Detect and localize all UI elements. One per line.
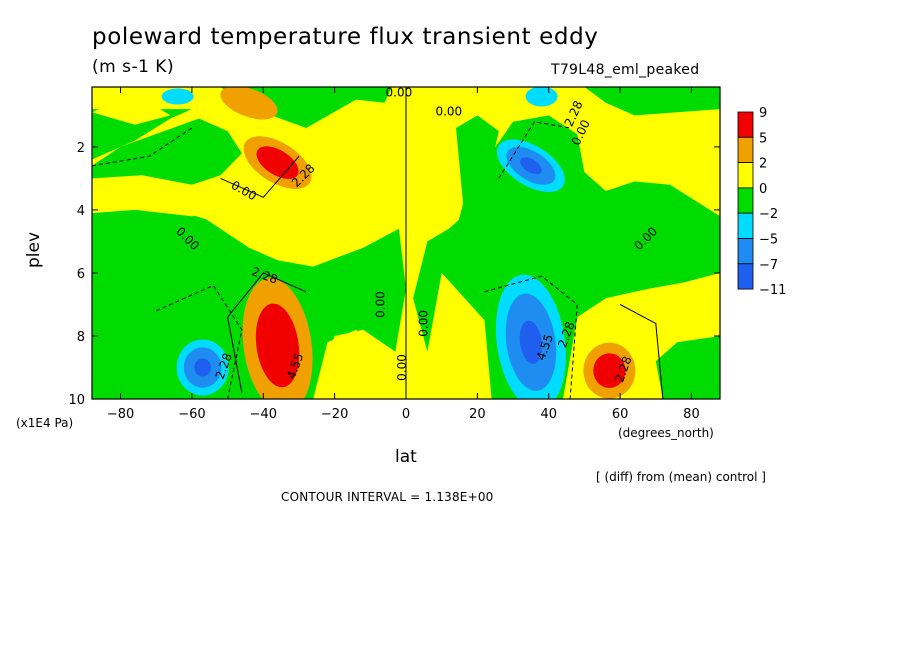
x-tick-label: −20: [321, 407, 348, 422]
colorbar-swatch: [737, 212, 754, 239]
y-tick-label: 4: [77, 204, 85, 219]
band-neg2-1: [92, 118, 242, 185]
x-axis-units: (degrees_north): [618, 426, 714, 440]
colorbar-label: 9: [759, 106, 767, 121]
max-4-level-2: [593, 353, 626, 388]
band-zero-island-4: [92, 99, 171, 125]
min-top-lobe: [525, 87, 558, 107]
max-2-level-2: [255, 303, 300, 388]
neg-contour-3: [484, 275, 578, 400]
band-neg2-6: [448, 115, 499, 258]
colorbar-label: 0: [759, 182, 767, 197]
contour-label: 0.00: [395, 354, 409, 381]
chart-units: (m s-1 K): [92, 57, 175, 77]
y-axis-title: plev: [24, 231, 44, 268]
min-left-top: [161, 88, 194, 105]
x-tick-label: 80: [683, 407, 700, 422]
colorbar-label: 5: [759, 131, 767, 146]
colorbar: 9 5 2 0 −2 −5 −7 −11: [737, 106, 786, 298]
colorbar-swatch: [737, 111, 754, 138]
band-zero-island-3: [648, 128, 713, 179]
colorbar-label: 2: [759, 157, 767, 172]
neg-contour-4: [498, 121, 571, 179]
x-tick-label: 0: [402, 407, 410, 422]
colorbar-swatch: [737, 238, 754, 265]
colorbar-label: −5: [759, 233, 778, 248]
neg-contour-2: [155, 284, 243, 400]
chart-title: poleward temperature flux transient eddy: [92, 24, 599, 50]
colorbar-label: −2: [759, 207, 778, 222]
run-name: T79L48_eml_peaked: [551, 62, 700, 78]
colorbar-swatch: [737, 263, 754, 290]
contour-interval: CONTOUR INTERVAL = 1.138E+00: [281, 490, 494, 504]
contour-lines: [91, 93, 664, 400]
y-tick-label: 10: [68, 393, 85, 408]
y-axis: 2 4 6 8 10: [68, 141, 720, 408]
band-neg2-5: [655, 336, 720, 399]
min-1-level-2: [520, 157, 542, 175]
band-neg2-4: [413, 115, 720, 399]
x-axis-title: lat: [395, 447, 417, 467]
colorbar-swatch: [737, 187, 754, 214]
pos-contour-2: [227, 272, 307, 393]
y-tick-label: 2: [77, 141, 85, 156]
colorbar-label: −7: [759, 258, 778, 273]
y-tick-label: 8: [77, 330, 85, 345]
contour-label: 0.00: [435, 104, 462, 118]
band-zero-island-0: [313, 329, 385, 399]
x-tick-label: 40: [540, 407, 557, 422]
contour-label: 0.00: [374, 291, 388, 318]
colorbar-swatch: [737, 136, 754, 164]
max-0-level-2: [256, 146, 299, 179]
x-tick-label: −40: [250, 407, 277, 422]
y-tick-label: 6: [77, 267, 85, 282]
x-tick-label: −60: [178, 407, 205, 422]
y-axis-units: (x1E4 Pa): [16, 416, 74, 430]
min-3-level-2: [519, 320, 543, 364]
pos-contour-1: [220, 155, 300, 198]
pos-contour-3: [619, 304, 664, 400]
x-axis: −80 −60 −40 −20 0 20 40 60 80: [107, 87, 700, 422]
neg-contour-1: [91, 127, 193, 167]
max-upper-lobe: [220, 87, 278, 120]
min-5-level-2: [194, 358, 211, 377]
x-tick-label: 60: [612, 407, 629, 422]
colorbar-label: −11: [759, 283, 786, 298]
contour-label: 0.00: [416, 310, 430, 337]
diff-note: [ (diff) from (mean) control ]: [596, 470, 766, 484]
band-neg2-3: [92, 109, 192, 160]
band-zero-island-1: [92, 187, 221, 217]
colorbar-swatch: [737, 162, 754, 189]
x-tick-label: 20: [469, 407, 486, 422]
x-tick-label: −80: [107, 407, 134, 422]
